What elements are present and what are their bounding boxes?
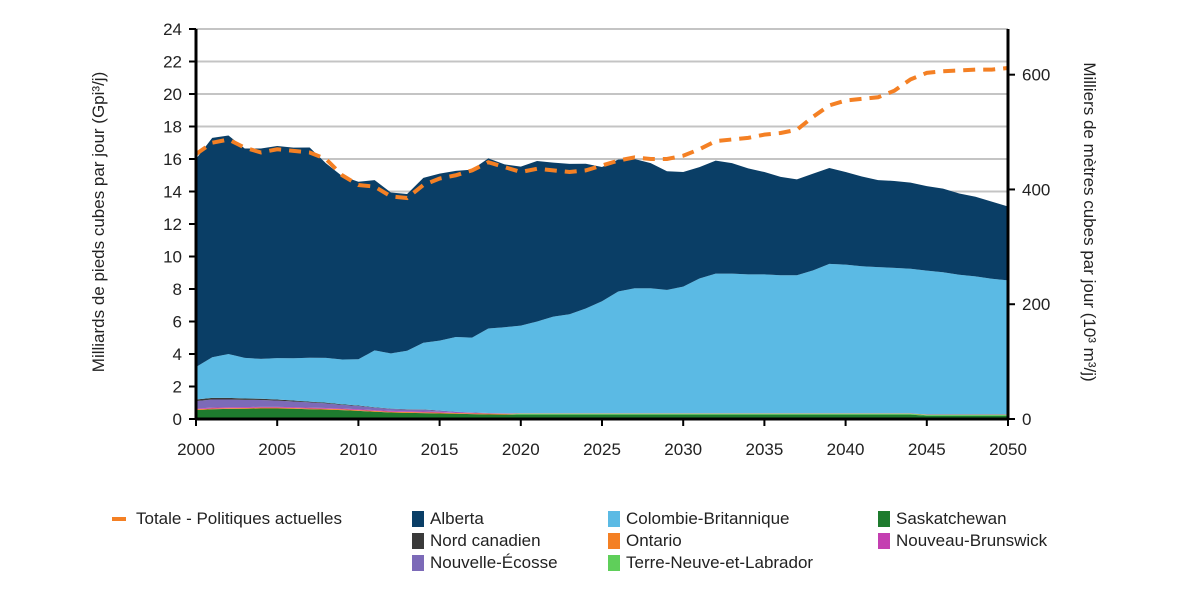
legend-swatch-ne xyxy=(412,555,424,571)
area-colombie-britannique xyxy=(196,263,1008,415)
legend-dash-total xyxy=(112,517,126,521)
y-tick-label: 22 xyxy=(163,53,182,72)
y2-axis-label: Milliers de mètres cubes par jour (10³ m… xyxy=(1080,62,1099,381)
legend-label-total: Totale - Politiques actuelles xyxy=(136,509,343,528)
legend-swatch-nord xyxy=(412,533,424,549)
legend-label-nb: Nouveau-Brunswick xyxy=(896,531,1048,550)
legend-item-total: Totale - Politiques actuelles xyxy=(112,508,342,530)
x-tick-label: 2025 xyxy=(583,440,621,459)
y-tick-label: 12 xyxy=(163,215,182,234)
legend-item-nb: Nouveau-Brunswick xyxy=(878,530,1047,552)
x-tick-label: 2020 xyxy=(502,440,540,459)
legend-item-ontario: Ontario xyxy=(608,530,682,552)
y-tick-label: 16 xyxy=(163,150,182,169)
x-tick-label: 2015 xyxy=(421,440,459,459)
x-tick-labels: 2000 2005 2010 2015 2020 2025 2030 2035 2040 2045… xyxy=(177,419,1027,459)
legend-item-tnl: Terre-Neuve-et-Labrador xyxy=(608,552,813,574)
x-tick-label: 2050 xyxy=(989,440,1027,459)
x-tick-label: 2040 xyxy=(827,440,865,459)
y-axis-label: Milliards de pieds cubes par jour (Gpi³/… xyxy=(89,72,108,372)
legend-label-sask: Saskatchewan xyxy=(896,509,1007,528)
stacked-areas xyxy=(196,135,1008,419)
legend-label-tnl: Terre-Neuve-et-Labrador xyxy=(626,553,814,572)
legend-swatch-cb xyxy=(608,511,620,527)
y2-tick-label: 400 xyxy=(1022,180,1050,199)
y-tick-label: 24 xyxy=(163,20,182,39)
y-tick-label: 14 xyxy=(163,183,182,202)
y2-tick-label: 0 xyxy=(1022,410,1031,429)
legend-swatch-ontario xyxy=(608,533,620,549)
y-tick-label: 6 xyxy=(173,313,182,332)
y2-tick-labels: 0 200 400 600 xyxy=(1008,66,1050,429)
y-tick-label: 8 xyxy=(173,280,182,299)
legend-swatch-nb xyxy=(878,533,890,549)
total-line xyxy=(194,66,1009,201)
legend-swatch-tnl xyxy=(608,555,620,571)
legend-label-nord: Nord canadien xyxy=(430,531,541,550)
y-tick-label: 18 xyxy=(163,118,182,137)
legend-swatch-alberta xyxy=(412,511,424,527)
legend-label-ne: Nouvelle-Écosse xyxy=(430,553,558,572)
area-nouveau-brunswick xyxy=(196,406,1008,415)
legend-item-nord: Nord canadien xyxy=(412,530,541,552)
y-tick-label: 0 xyxy=(173,410,182,429)
y-tick-label: 2 xyxy=(173,378,182,397)
legend-item-ne: Nouvelle-Écosse xyxy=(412,552,558,574)
area-nord-canadien xyxy=(196,397,1008,415)
legend-item-cb: Colombie-Britannique xyxy=(608,508,789,530)
x-tick-label: 2035 xyxy=(745,440,783,459)
y-tick-label: 20 xyxy=(163,85,182,104)
x-tick-label: 2005 xyxy=(258,440,296,459)
legend-label-ontario: Ontario xyxy=(626,531,682,550)
area-nouvelle-cosse xyxy=(196,399,1008,415)
x-tick-label: 2010 xyxy=(339,440,377,459)
area-terre-neuve-et-labrador xyxy=(196,408,1008,416)
x-tick-label: 2045 xyxy=(908,440,946,459)
y2-tick-label: 600 xyxy=(1022,66,1050,85)
area-alberta xyxy=(196,135,1008,367)
y-tick-label: 10 xyxy=(163,248,182,267)
legend: Totale - Politiques actuelles Alberta No… xyxy=(0,506,1200,596)
area-saskatchewan xyxy=(196,408,1008,419)
x-tick-label: 2000 xyxy=(177,440,215,459)
y-tick-label: 4 xyxy=(173,345,182,364)
y2-tick-label: 200 xyxy=(1022,295,1050,314)
legend-item-sask: Saskatchewan xyxy=(878,508,1007,530)
legend-label-alberta: Alberta xyxy=(430,509,484,528)
legend-swatch-sask xyxy=(878,511,890,527)
legend-label-cb: Colombie-Britannique xyxy=(626,509,790,528)
x-tick-label: 2030 xyxy=(664,440,702,459)
legend-item-alberta: Alberta xyxy=(412,508,484,530)
total-line-group xyxy=(194,66,1009,201)
